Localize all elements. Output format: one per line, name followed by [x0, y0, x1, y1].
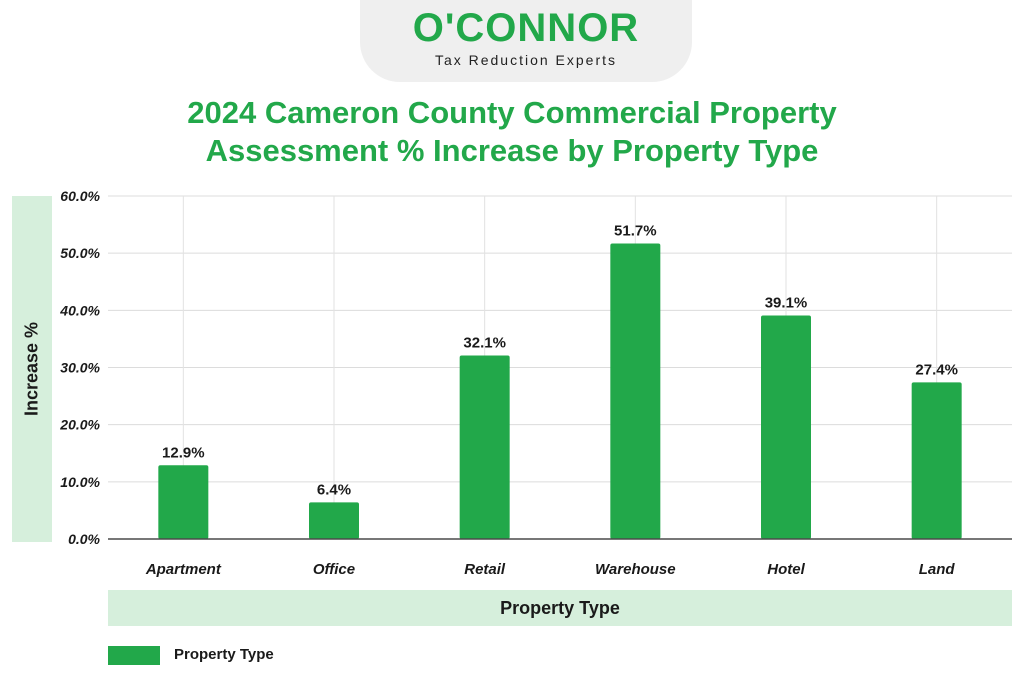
x-tick-label: Office: [313, 561, 355, 578]
chart-title: 2024 Cameron County Commercial Property …: [0, 94, 1024, 170]
y-tick-label: 50.0%: [60, 245, 100, 261]
x-axis-label: Property Type: [108, 590, 1012, 626]
x-tick-label: Hotel: [767, 561, 805, 578]
logo-name: O'CONNOR: [412, 6, 640, 50]
x-tick-label: Apartment: [145, 561, 222, 578]
bar-value-label: 32.1%: [463, 334, 506, 351]
bar-land: [911, 382, 962, 539]
bar-office: [309, 502, 359, 539]
bar-value-label: 12.9%: [162, 444, 205, 461]
y-tick-label: 30.0%: [60, 360, 100, 376]
chart-title-line-2: Assessment % Increase by Property Type: [205, 133, 819, 168]
bar-apartment: [158, 465, 209, 539]
x-tick-label: Retail: [464, 561, 506, 578]
y-tick-label: 20.0%: [59, 417, 100, 433]
y-tick-label: 40.0%: [59, 302, 100, 318]
bar-warehouse: [610, 243, 661, 539]
logo: O'CONNOR Tax Reduction Experts: [360, 0, 692, 82]
y-axis-label-band: [12, 196, 52, 542]
bar-value-label: 27.4%: [915, 361, 958, 378]
bar-retail: [459, 355, 510, 539]
y-tick-label: 10.0%: [60, 474, 100, 490]
y-tick-label: 0.0%: [68, 531, 100, 547]
bar-hotel: [761, 315, 811, 539]
chart-title-line-1: 2024 Cameron County Commercial Property: [187, 95, 837, 130]
legend-swatch: [108, 646, 160, 665]
x-tick-label: Warehouse: [595, 561, 676, 578]
legend-label: Property Type: [174, 646, 274, 663]
bar-value-label: 51.7%: [614, 222, 657, 239]
bar-value-label: 39.1%: [765, 294, 808, 311]
x-tick-label: Land: [919, 561, 956, 578]
y-tick-label: 60.0%: [60, 188, 100, 204]
bar-value-label: 6.4%: [317, 481, 351, 498]
logo-tagline: Tax Reduction Experts: [434, 52, 618, 68]
